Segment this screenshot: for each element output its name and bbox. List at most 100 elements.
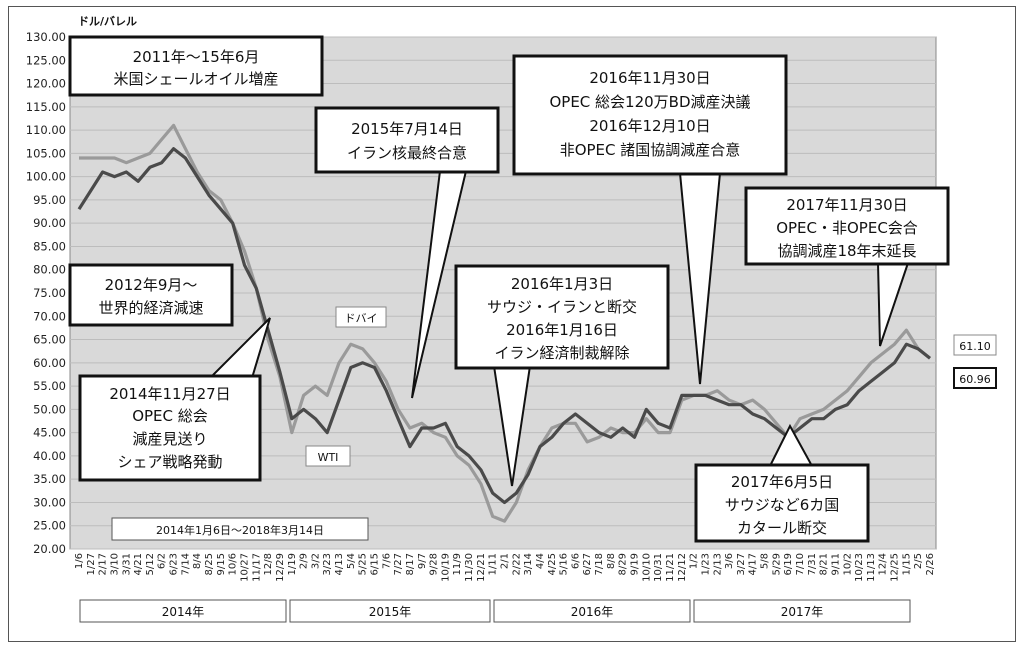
x-tick-label: 9/28 <box>429 553 440 575</box>
annotation-2-line-2: 世界的経済減速 <box>98 299 203 317</box>
dubai-series-label: ドバイ <box>345 312 378 325</box>
x-tick-label: 8/21 <box>819 553 830 575</box>
y-tick-label: 25.00 <box>33 519 66 533</box>
y-tick-label: 40.00 <box>33 449 66 463</box>
x-tick-label: 9/11 <box>830 553 841 575</box>
y-tick-label: 125.00 <box>26 53 66 67</box>
y-tick-label: 105.00 <box>26 146 66 160</box>
x-tick-label: 2/17 <box>98 553 109 575</box>
annotation-7: 2017年11月30日 OPEC・非OPEC会合 協調減産18年末延長 <box>744 186 950 266</box>
x-tick-label: 1/2 <box>689 553 700 569</box>
x-tick-label: 8/29 <box>618 553 629 575</box>
period-label-box <box>111 517 369 541</box>
x-tick-label: 3/27 <box>736 553 747 575</box>
year-box <box>289 599 491 623</box>
annotation-3-line-4: シェア戦略発動 <box>117 453 222 471</box>
annotation-6-line-2: OPEC 総会120万BD減産決議 <box>549 93 750 111</box>
y-tick-label: 95.00 <box>33 193 66 207</box>
y-tick-label: 80.00 <box>33 263 66 277</box>
x-tick-label: 3/23 <box>322 553 333 575</box>
x-tick-label: 4/21 <box>133 553 144 575</box>
y-tick-label: 90.00 <box>33 216 66 230</box>
x-tick-label: 5/8 <box>760 553 771 569</box>
x-tick-label: 5/4 <box>346 553 357 569</box>
y-tick-label: 30.00 <box>33 495 66 509</box>
y-tick-label: 45.00 <box>33 426 66 440</box>
annotation-6: 2016年11月30日 OPEC 総会120万BD減産決議 2016年12月10… <box>512 54 788 176</box>
y-tick-label: 110.00 <box>26 123 66 137</box>
annotation-6-line-1: 2016年11月30日 <box>589 69 710 87</box>
x-tick-label: 11/21 <box>665 553 676 582</box>
year-label: 2016年 <box>571 605 614 619</box>
x-tick-label: 5/25 <box>358 553 369 575</box>
year-label: 2014年 <box>162 605 205 619</box>
y-tick-label: 60.00 <box>33 356 66 370</box>
x-tick-label: 3/14 <box>523 553 534 575</box>
x-tick-label: 2/22 <box>511 553 522 575</box>
y-tick-label: 50.00 <box>33 402 66 416</box>
x-tick-label: 8/8 <box>606 553 617 569</box>
wti-last-box <box>953 367 997 389</box>
year-box <box>493 599 691 623</box>
x-tick-label: 7/14 <box>180 553 191 575</box>
x-tick-label: 1/27 <box>86 553 97 575</box>
dubai-last-box <box>953 334 997 356</box>
dubai-last-value: 61.10 <box>959 340 991 353</box>
annotation-4-line-2: イラン核最終合意 <box>347 144 467 162</box>
wti-series-label: WTI <box>318 451 339 464</box>
x-tick-label: 12/8 <box>263 553 274 575</box>
x-tick-label: 5/16 <box>559 553 570 575</box>
y-tick-label: 85.00 <box>33 239 66 253</box>
x-tick-label: 8/25 <box>204 553 215 575</box>
x-tick-label: 6/19 <box>783 553 794 575</box>
annotation-4: 2015年7月14日 イラン核最終合意 <box>314 106 500 174</box>
x-tick-label: 5/29 <box>771 553 782 575</box>
x-tick-label: 3/31 <box>121 553 132 575</box>
annotation-1: 2011年～15年6月 米国シェールオイル増産 <box>68 35 324 97</box>
wti-label-box <box>305 445 351 467</box>
annotation-5-line-2: サウジ・イランと断交 <box>487 298 637 316</box>
annotation-8-line-1: 2017年6月5日 <box>731 473 833 491</box>
year-label: 2015年 <box>369 605 412 619</box>
x-tick-label: 3/10 <box>109 553 120 575</box>
annotation-8-line-3: カタール断交 <box>737 519 827 537</box>
x-tick-label: 10/10 <box>641 553 652 582</box>
dubai-label-box <box>335 306 387 328</box>
x-tick-label: 1/11 <box>488 553 499 575</box>
x-tick-label: 6/6 <box>570 553 581 569</box>
x-tick-label: 12/12 <box>677 553 688 582</box>
x-tick-label: 12/25 <box>890 553 901 582</box>
x-tick-label: 5/12 <box>145 553 156 575</box>
annotation-7-line-2: OPEC・非OPEC会合 <box>776 219 918 237</box>
x-tick-label: 7/18 <box>594 553 605 575</box>
period-label: 2014年1月6日～2018年3月14日 <box>156 523 324 537</box>
x-tick-label: 10/2 <box>842 553 853 575</box>
x-tick-label: 12/29 <box>275 553 286 582</box>
year-box <box>79 599 287 623</box>
annotation-6-line-4: 非OPEC 諸国協調減産合意 <box>560 141 741 159</box>
x-tick-label: 2/1 <box>500 553 511 569</box>
year-labels: 2014年 2015年 2016年 2017年 <box>79 599 911 623</box>
x-tick-label: 2/13 <box>712 553 723 575</box>
x-tick-label: 2/5 <box>913 553 924 569</box>
x-tick-label: 7/27 <box>393 553 404 575</box>
annotation-2-line-1: 2012年9月～ <box>105 276 198 294</box>
x-axis: 1/6 1/27 2/17 3/10 3/31 4/21 5/12 6/2 6/23 7/14 8/… <box>74 553 936 582</box>
year-label: 2017年 <box>781 605 824 619</box>
x-tick-label: 12/21 <box>476 553 487 582</box>
annotation-4-line-1: 2015年7月14日 <box>351 120 463 138</box>
y-tick-label: 130.00 <box>26 30 66 44</box>
year-box <box>693 599 911 623</box>
x-tick-label: 7/6 <box>381 553 392 569</box>
x-tick-label: 2/26 <box>925 553 936 575</box>
x-tick-label: 8/17 <box>405 553 416 575</box>
y-tick-label: 35.00 <box>33 472 66 486</box>
wti-last-value: 60.96 <box>959 373 991 386</box>
y-tick-label: 120.00 <box>26 77 66 91</box>
x-tick-label: 10/6 <box>228 553 239 575</box>
x-tick-label: 3/6 <box>724 553 735 569</box>
x-tick-label: 11/13 <box>866 553 877 582</box>
x-tick-label: 7/31 <box>807 553 818 575</box>
annotation-5-line-3: 2016年1月16日 <box>506 321 618 339</box>
